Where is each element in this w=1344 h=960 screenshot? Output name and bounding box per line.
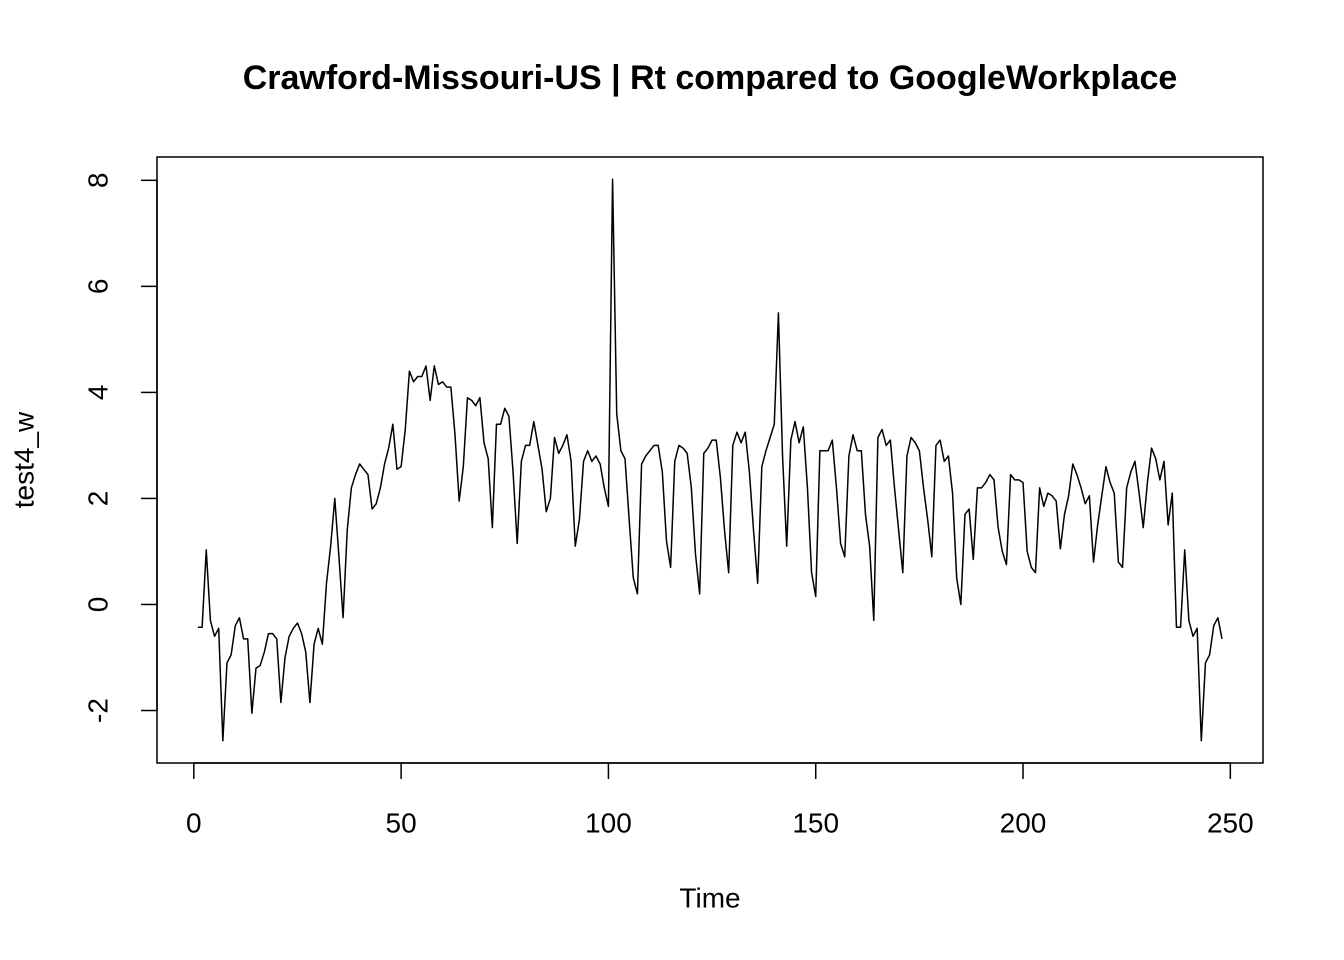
y-tick-label: 0 bbox=[82, 597, 113, 613]
plot-box bbox=[156, 156, 1264, 764]
y-tick-label: -2 bbox=[82, 698, 113, 723]
x-axis-title: Time bbox=[679, 882, 740, 913]
y-tick-label: 4 bbox=[82, 385, 113, 401]
y-tick-label: 8 bbox=[82, 173, 113, 189]
x-tick-label: 50 bbox=[386, 807, 417, 838]
y-tick-label: 2 bbox=[82, 491, 113, 507]
x-tick-label: 100 bbox=[585, 807, 632, 838]
x-tick-label: 0 bbox=[186, 807, 202, 838]
x-tick-label: 150 bbox=[792, 807, 839, 838]
y-tick-label: 6 bbox=[82, 279, 113, 295]
x-tick-label: 250 bbox=[1207, 807, 1254, 838]
data-line bbox=[197, 178, 1223, 742]
x-tick-label: 200 bbox=[1000, 807, 1047, 838]
y-axis-title: test4_w bbox=[8, 411, 39, 508]
chart-title: Crawford-Missouri-US | Rt compared to Go… bbox=[243, 59, 1178, 97]
